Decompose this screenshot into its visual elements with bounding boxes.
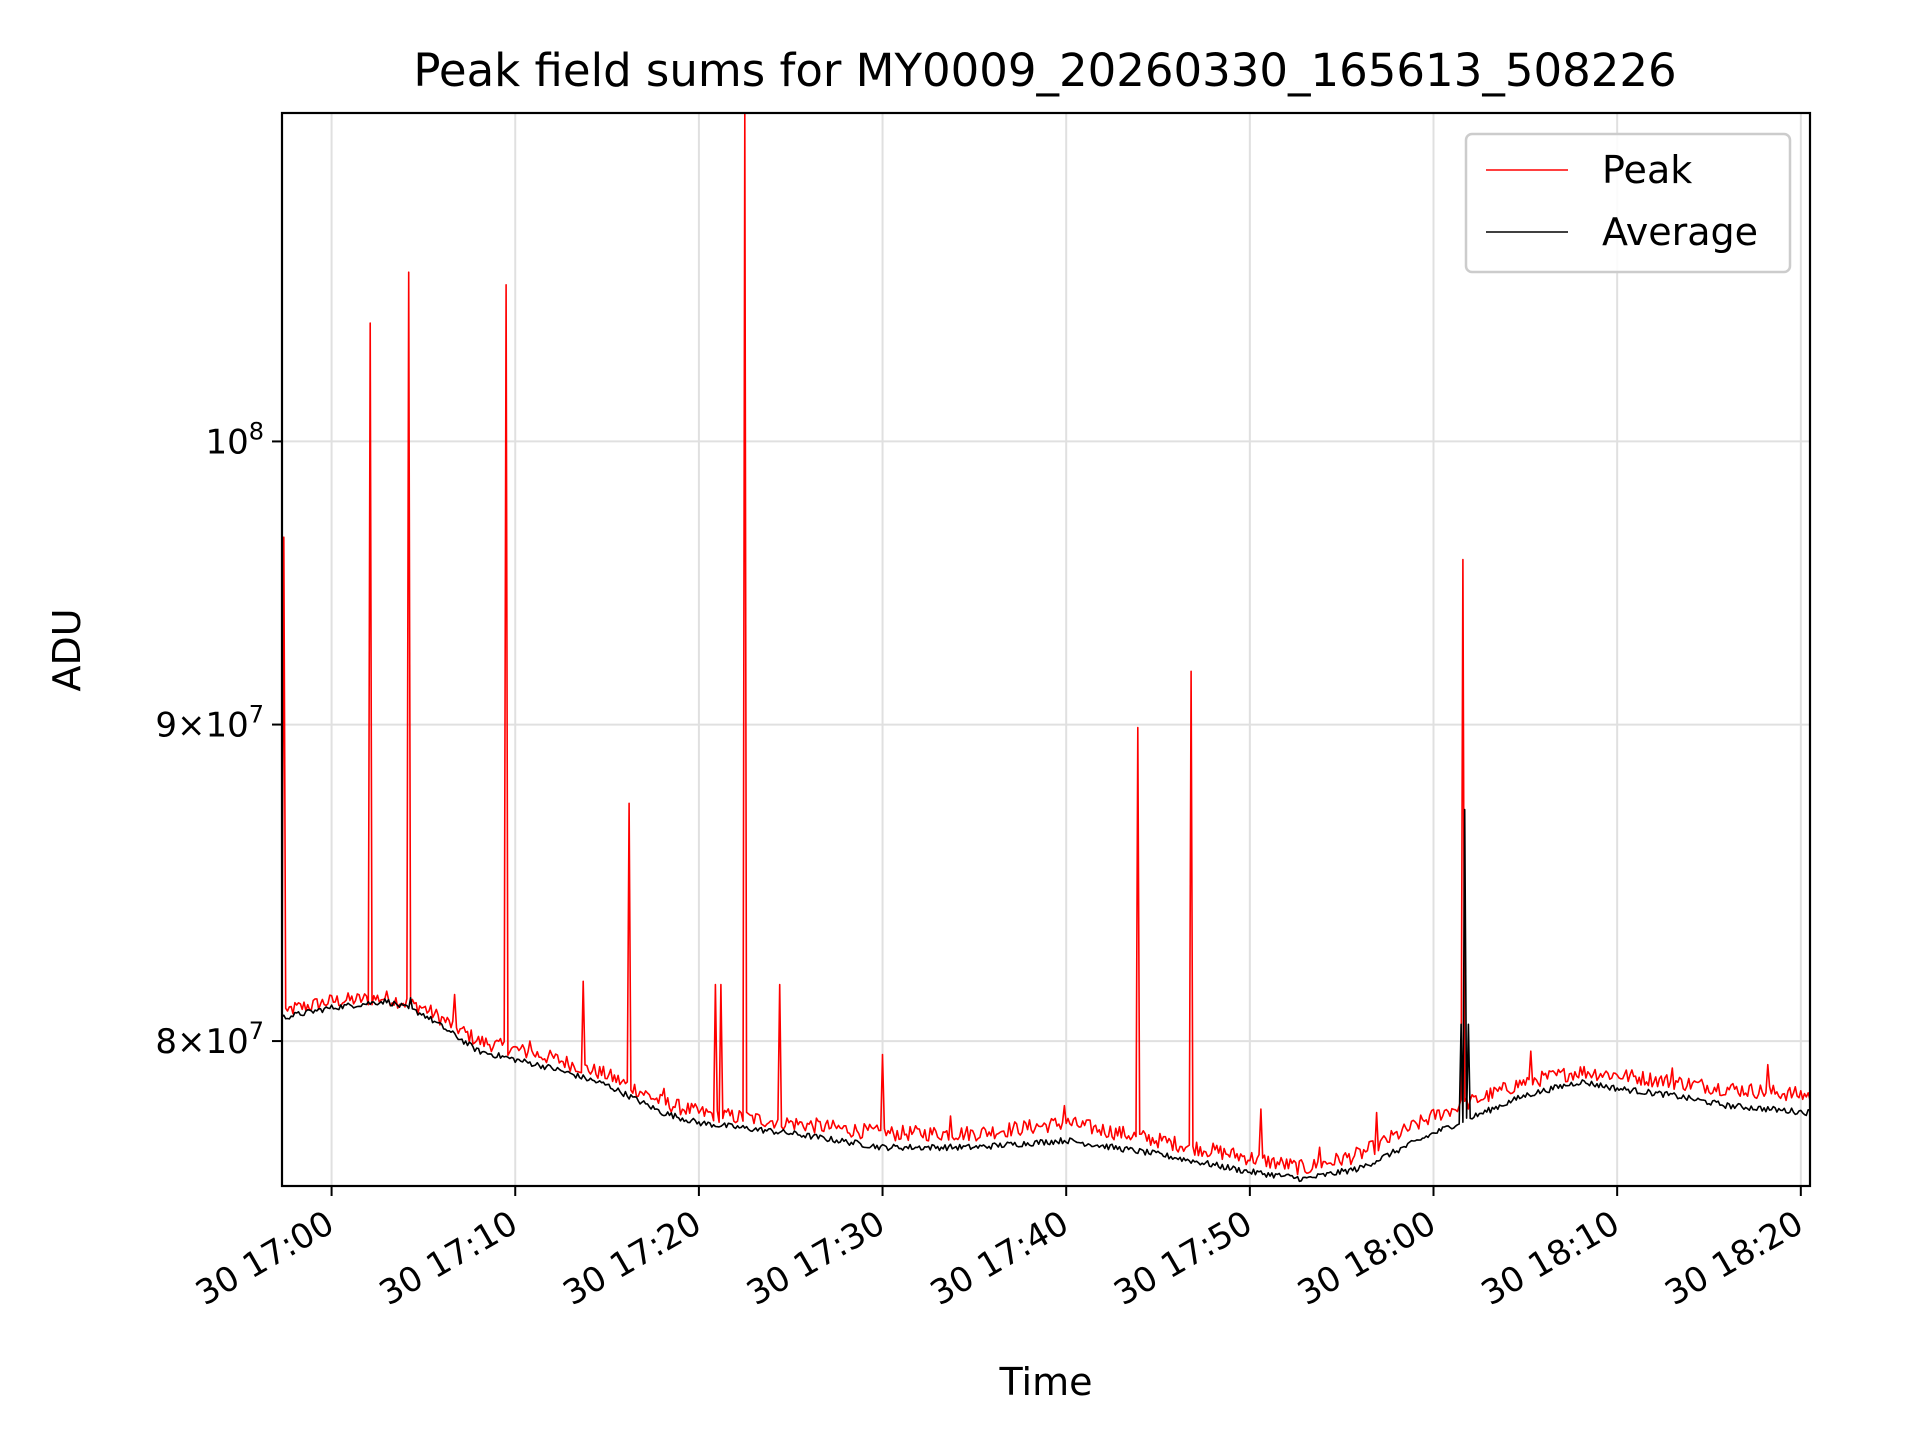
plot-frame bbox=[280, 111, 1812, 1188]
y-tick-label: 9×107 bbox=[155, 701, 264, 746]
series-line-peak bbox=[282, 113, 1810, 1176]
series-line-average bbox=[282, 808, 1810, 1183]
legend: Peak Average bbox=[1464, 132, 1792, 274]
legend-peak-label: Peak bbox=[1602, 148, 1692, 192]
series-layer bbox=[282, 113, 1810, 1183]
grid-layer bbox=[282, 113, 1810, 1186]
y-tick-label: 108 bbox=[205, 417, 264, 462]
y-axis: 8×107 9×107 108 bbox=[155, 417, 282, 1062]
legend-box bbox=[1464, 132, 1792, 274]
chart-title: Peak field sums for MY0009_20260330_1656… bbox=[413, 44, 1676, 97]
y-tick-label: 8×107 bbox=[155, 1017, 264, 1062]
y-axis-label: ADU bbox=[45, 608, 89, 691]
x-axis-label: Time bbox=[999, 1360, 1093, 1404]
legend-average-label: Average bbox=[1602, 210, 1758, 254]
